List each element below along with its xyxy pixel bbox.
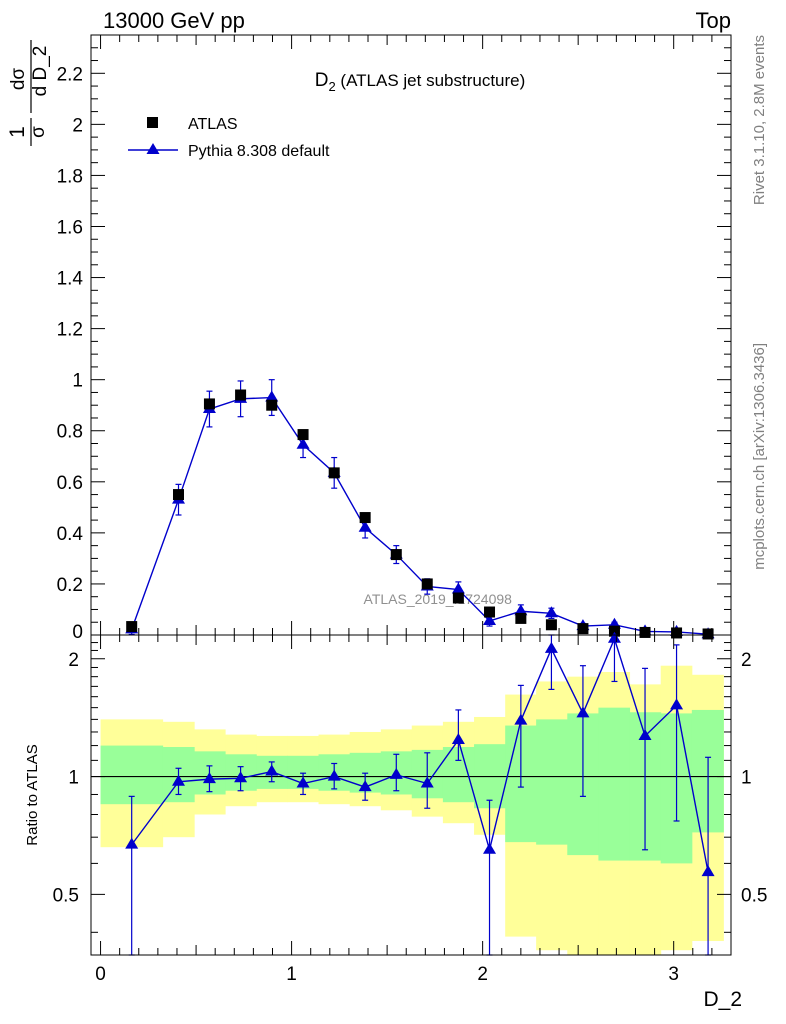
uncertainty-band-inner <box>598 707 631 861</box>
main-ylabel: 1 σ dσ d D_2 <box>6 40 51 146</box>
mc-point <box>358 520 372 532</box>
data-point <box>328 467 340 479</box>
mc-point <box>483 613 497 625</box>
legend-marker-atlas <box>147 117 158 128</box>
mc-point <box>265 390 279 402</box>
ratio-point <box>514 713 528 725</box>
ratio-point <box>638 728 652 740</box>
data-point <box>608 625 620 637</box>
ratio-point <box>483 842 497 854</box>
legend-marker-pythia <box>146 143 160 154</box>
main-y-tick-label: 1.8 <box>57 166 83 187</box>
mc-point <box>544 606 558 618</box>
ratio-point <box>701 865 715 877</box>
plot-title-sub: 2 <box>328 79 335 94</box>
legend: ATLAS Pythia 8.308 default <box>128 116 330 160</box>
x-tick-label: 3 <box>668 964 679 985</box>
ratio-point <box>265 764 279 776</box>
ratio-point <box>451 733 465 745</box>
uncertainty-band-inner <box>100 745 164 805</box>
legend-label-atlas: ATLAS <box>188 116 238 133</box>
x-tick-label: 0 <box>95 964 106 985</box>
ratio-point <box>607 631 621 643</box>
data-point <box>545 619 557 631</box>
ratio-point <box>171 774 185 786</box>
main-y-tick-label: 2.2 <box>57 64 83 85</box>
mc-point <box>451 582 465 594</box>
ratio-y-tick-label-right: 2 <box>741 650 752 671</box>
x-tick-label: 1 <box>286 964 297 985</box>
data-point <box>266 399 278 411</box>
main-frame <box>90 34 732 636</box>
data-point <box>671 627 683 639</box>
ratio-panel: 0.5 0.5 1 1 2 2 0 1 2 3 Ratio to ATLAS D_2 <box>24 631 767 1011</box>
main-y-tick-label: 1.6 <box>57 217 83 238</box>
ratio-y-tick-label-left: 0.5 <box>53 885 79 906</box>
x-tick-label: 2 <box>477 964 488 985</box>
ratio-point <box>358 780 372 792</box>
uncertainty-band-inner <box>536 719 568 845</box>
x-axis-label: D_2 <box>703 988 742 1011</box>
data-point <box>359 512 371 524</box>
main-panel: ATLAS_2019_I1724098 0.2 0.4 0.6 0.8 1 1.2 1.4 1… <box>6 34 732 643</box>
main-y-tick-label: 0.2 <box>57 575 83 596</box>
data-point <box>297 429 309 441</box>
plot-title-rest: (ATLAS jet substructure) <box>336 71 526 90</box>
ratio-point <box>576 706 590 718</box>
main-ylabel-den2: d D_2 <box>30 46 51 97</box>
ratio-point <box>202 772 216 784</box>
data-point <box>577 623 589 635</box>
main-ylabel-num2: dσ <box>8 68 29 91</box>
main-y-tick-label: 0.8 <box>57 422 83 443</box>
energy-label: 13000 GeV pp <box>103 8 245 33</box>
ratio-point <box>420 776 434 788</box>
plot-title-base: D <box>315 70 329 91</box>
ratio-point <box>389 767 403 779</box>
data-point <box>390 549 402 561</box>
legend-label-pythia: Pythia 8.308 default <box>188 143 330 160</box>
ratio-point <box>296 776 310 788</box>
data-point <box>515 612 527 624</box>
ratio-point <box>327 769 341 781</box>
mc-point <box>514 604 528 616</box>
ratio-y-tick-label-right: 1 <box>741 768 752 789</box>
main-y-tick-label: 0.6 <box>57 473 83 494</box>
main-ylabel-den1: σ <box>28 126 49 138</box>
plot-title: D2 (ATLAS jet substructure) <box>315 70 526 94</box>
ratio-frame <box>90 634 732 956</box>
main-y-tick-label: 1.2 <box>57 320 83 341</box>
data-point <box>702 628 714 640</box>
mcplots-label: mcplots.cern.ch [arXiv:1306.3436] <box>751 343 768 570</box>
ratio-ylabel: Ratio to ATLAS <box>24 744 41 845</box>
mc-point <box>296 437 310 449</box>
process-label: Top <box>696 8 731 33</box>
data-point <box>126 621 138 633</box>
data-point <box>203 398 215 410</box>
analysis-watermark: ATLAS_2019_I1724098 <box>364 591 513 607</box>
ratio-point <box>670 698 684 710</box>
data-point <box>235 389 247 401</box>
main-y-tick-label: 0.4 <box>57 524 84 545</box>
ratio-y-tick-label-left: 1 <box>68 768 79 789</box>
ratio-y-tick-label-right: 0.5 <box>741 885 767 906</box>
ratio-point <box>125 837 139 849</box>
main-y-zero-label: 0 <box>72 622 83 643</box>
main-ylabel-num1: 1 <box>6 126 29 138</box>
ratio-y-tick-label-left: 2 <box>68 650 79 671</box>
ratio-point <box>544 641 558 653</box>
ratio-point <box>234 771 248 783</box>
data-point <box>172 489 184 501</box>
main-y-tick-label: 1 <box>72 371 83 392</box>
data-point <box>452 592 464 604</box>
main-y-tick-label: 1.4 <box>57 269 84 290</box>
data-point <box>639 626 651 638</box>
data-point <box>484 606 496 618</box>
main-y-tick-label: 2 <box>72 115 83 136</box>
data-point <box>421 578 433 590</box>
rivet-label: Rivet 3.1.10, 2.8M events <box>751 35 768 205</box>
